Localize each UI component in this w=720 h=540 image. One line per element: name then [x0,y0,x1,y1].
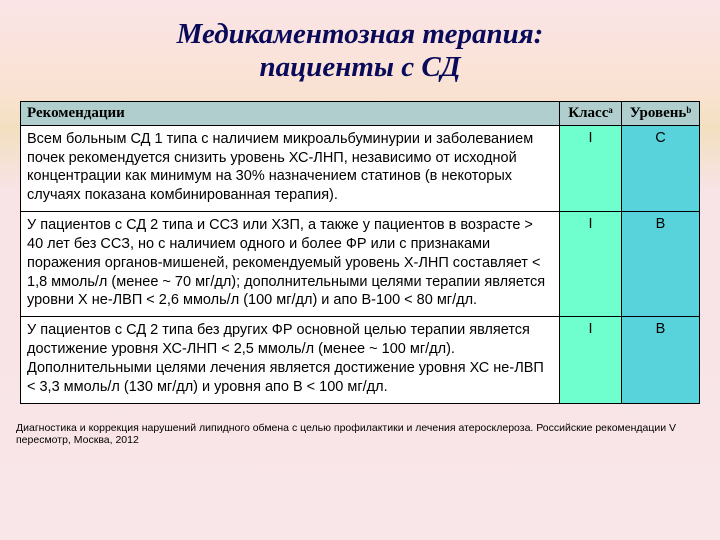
col-header-level: Уровеньᵇ [622,101,700,125]
rec-cell: Всем больным СД 1 типа с наличием микроа… [21,125,560,211]
footnote: Диагностика и коррекция нарушений липидн… [0,404,720,447]
class-cell: I [560,125,622,211]
col-header-class: Классᵃ [560,101,622,125]
col-header-rec: Рекомендации [21,101,560,125]
title-line-1: Медикаментозная терапия: [20,18,700,51]
level-cell: C [622,125,700,211]
level-cell: B [622,212,700,317]
table-row: Всем больным СД 1 типа с наличием микроа… [21,125,700,211]
rec-cell: У пациентов с СД 2 типа без других ФР ос… [21,317,560,403]
page-title: Медикаментозная терапия: пациенты с СД [0,0,720,95]
level-cell: B [622,317,700,403]
recommendations-table: Рекомендации Классᵃ Уровеньᵇ Всем больны… [20,101,700,404]
class-cell: I [560,317,622,403]
title-line-2: пациенты с СД [20,51,700,84]
table-header-row: Рекомендации Классᵃ Уровеньᵇ [21,101,700,125]
rec-cell: У пациентов с СД 2 типа и ССЗ или ХЗП, а… [21,212,560,317]
table-row: У пациентов с СД 2 типа и ССЗ или ХЗП, а… [21,212,700,317]
class-cell: I [560,212,622,317]
table-row: У пациентов с СД 2 типа без других ФР ос… [21,317,700,403]
